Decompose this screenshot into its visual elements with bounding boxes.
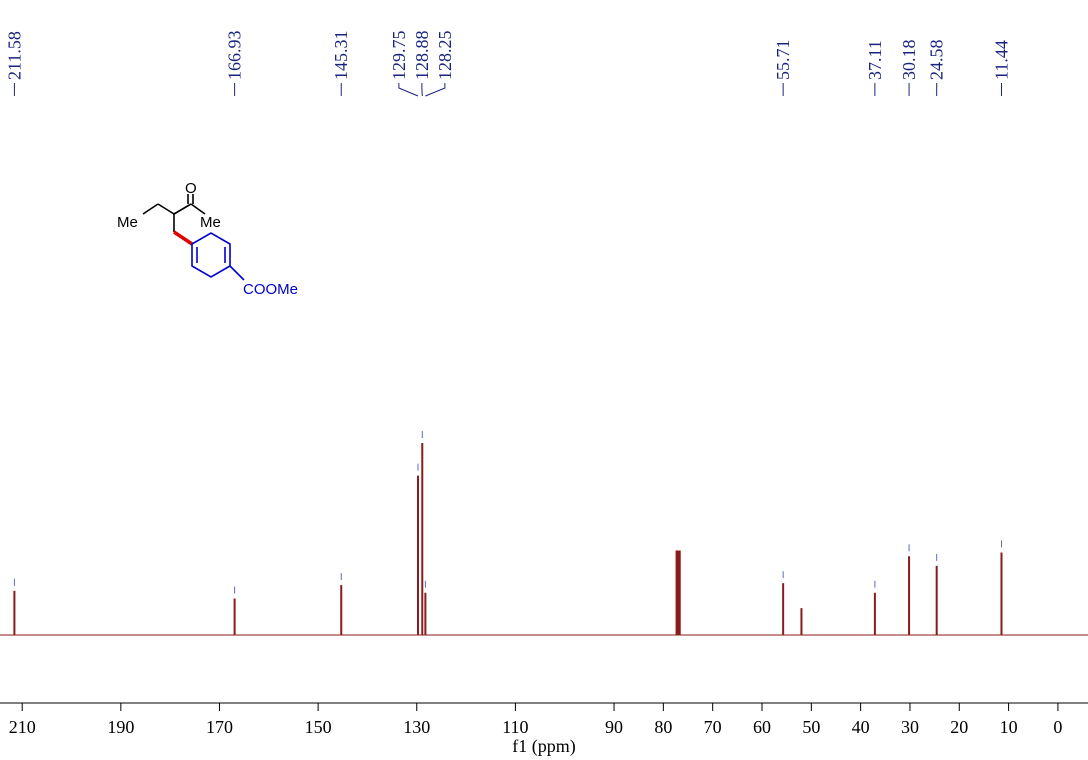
x-tick-label: 70: [704, 717, 722, 737]
x-axis-label: f1 (ppm): [512, 736, 575, 757]
peak-label: 24.58: [927, 40, 947, 81]
peak-label: 145.31: [331, 31, 351, 81]
peak-label: 55.71: [773, 40, 793, 81]
x-tick-label: 110: [502, 717, 528, 737]
x-tick-label: 30: [901, 717, 919, 737]
x-tick-label: 40: [852, 717, 870, 737]
x-tick-label: 150: [305, 717, 332, 737]
structure-label: COOMe: [243, 281, 298, 298]
peak-label: 128.88: [412, 31, 432, 81]
x-tick-label: 130: [403, 717, 430, 737]
x-tick-label: 10: [1000, 717, 1018, 737]
x-tick-label: 20: [950, 717, 968, 737]
structure: [142, 194, 245, 281]
peak-label: 211.58: [4, 31, 24, 80]
x-tick-label: 0: [1053, 717, 1062, 737]
peak-label: 166.93: [225, 31, 245, 81]
x-tick-label: 90: [605, 717, 623, 737]
peak-leader: [398, 83, 419, 97]
x-tick-label: 60: [753, 717, 771, 737]
x-tick-label: 170: [206, 717, 233, 737]
x-tick-label: 190: [107, 717, 134, 737]
peak-label: 128.25: [435, 31, 455, 81]
x-tick-label: 80: [654, 717, 672, 737]
peak-label: 129.75: [389, 31, 409, 81]
structure-label: Me: [117, 214, 138, 231]
structure-label: O: [185, 180, 197, 197]
peak-leader: [425, 83, 446, 97]
structure-label: Me: [200, 214, 221, 231]
peak-label: 11.44: [991, 40, 1011, 80]
x-tick-label: 50: [802, 717, 820, 737]
peak-label: 30.18: [899, 40, 919, 81]
peak-label: 37.11: [865, 40, 885, 80]
x-tick-label: 210: [9, 717, 36, 737]
